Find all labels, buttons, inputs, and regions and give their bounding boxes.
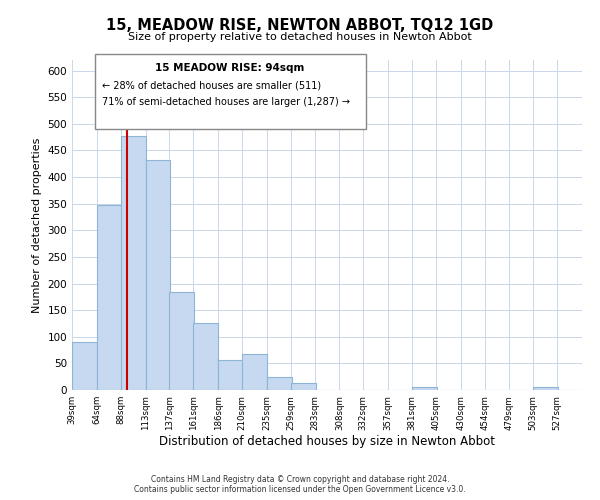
Bar — [97, 206, 122, 390]
Text: ← 28% of detached houses are smaller (511): ← 28% of detached houses are smaller (51… — [103, 80, 322, 90]
Text: 71% of semi-detached houses are larger (1,287) →: 71% of semi-detached houses are larger (… — [103, 96, 350, 106]
Bar — [291, 383, 316, 390]
Bar — [72, 342, 97, 390]
Bar — [267, 376, 292, 390]
Bar — [218, 360, 243, 390]
Bar — [242, 354, 267, 390]
Bar — [169, 292, 194, 390]
Text: Contains public sector information licensed under the Open Government Licence v3: Contains public sector information licen… — [134, 484, 466, 494]
Bar — [121, 136, 146, 390]
Text: Size of property relative to detached houses in Newton Abbot: Size of property relative to detached ho… — [128, 32, 472, 42]
Bar — [412, 388, 437, 390]
Text: 15, MEADOW RISE, NEWTON ABBOT, TQ12 1GD: 15, MEADOW RISE, NEWTON ABBOT, TQ12 1GD — [106, 18, 494, 32]
X-axis label: Distribution of detached houses by size in Newton Abbot: Distribution of detached houses by size … — [159, 436, 495, 448]
Text: Contains HM Land Registry data © Crown copyright and database right 2024.: Contains HM Land Registry data © Crown c… — [151, 475, 449, 484]
Bar — [533, 388, 558, 390]
Bar — [146, 160, 170, 390]
Text: 15 MEADOW RISE: 94sqm: 15 MEADOW RISE: 94sqm — [155, 63, 305, 73]
Y-axis label: Number of detached properties: Number of detached properties — [32, 138, 42, 312]
Bar — [193, 323, 218, 390]
